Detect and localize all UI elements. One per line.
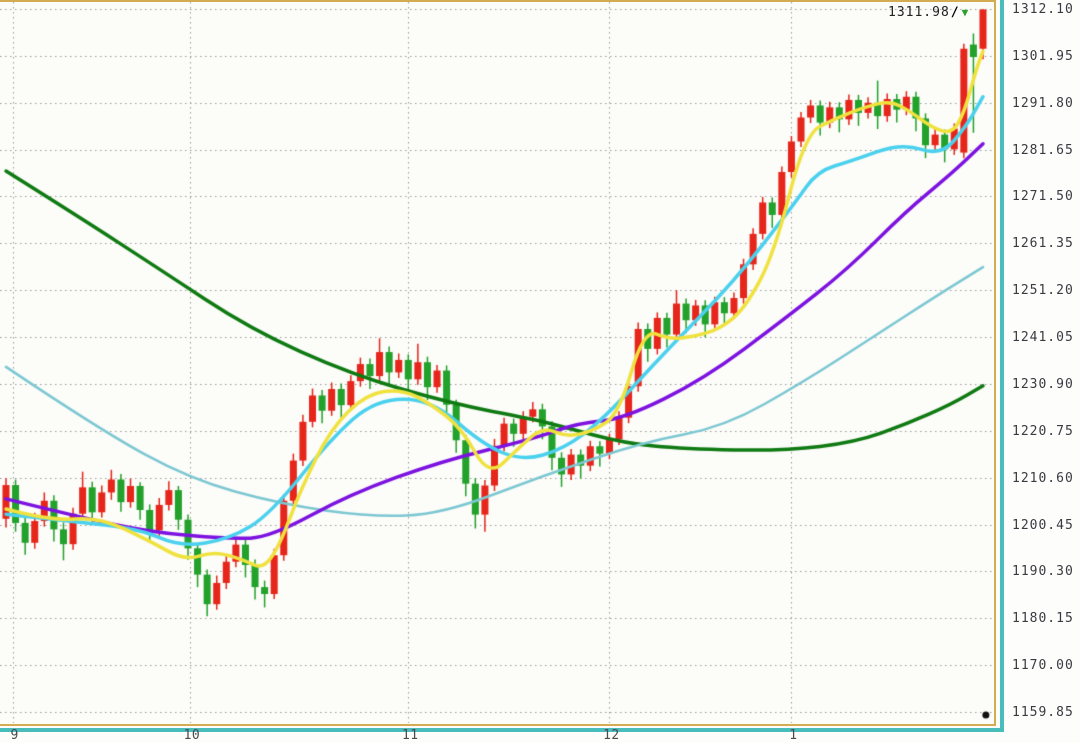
time-axis: 9 10 11 12 1 (0, 727, 1004, 743)
price-axis-label: 1312.10 (1012, 2, 1074, 17)
time-axis-label: 9 (10, 728, 19, 743)
price-axis-label: 1200.45 (1012, 517, 1074, 533)
candlestick-canvas[interactable] (0, 2, 993, 723)
price-axis-label: 1180.15 (1012, 611, 1074, 627)
price-axis: 1312.10 1301.95 1291.80 1281.65 1271.50 1261.… (1010, 0, 1080, 743)
price-axis-label: 1210.60 (1012, 470, 1074, 486)
price-axis-label: 1159.85 (1012, 705, 1074, 720)
right-border-teal (1000, 0, 1004, 732)
time-axis-label: 10 (183, 728, 201, 743)
time-axis-label: 12 (603, 728, 620, 743)
price-axis-label: 1281.65 (1012, 142, 1074, 158)
price-axis-label: 1230.90 (1012, 376, 1074, 392)
current-price-label: 1311.98∕ ▼ (888, 5, 969, 20)
time-axis-label: 11 (401, 728, 419, 743)
price-axis-label: 1261.35 (1012, 236, 1074, 252)
price-value: 1311.98 (888, 5, 950, 20)
price-axis-label: 1291.80 (1012, 95, 1074, 111)
price-axis-label: 1271.50 (1012, 189, 1074, 205)
price-down-triangle-icon: ▼ (961, 6, 970, 19)
annotation-slash: ∕ (950, 5, 960, 20)
price-axis-label: 1301.95 (1012, 48, 1074, 64)
price-axis-label: 1220.75 (1012, 423, 1074, 439)
price-axis-label: 1251.20 (1012, 283, 1074, 299)
price-axis-label: 1190.30 (1012, 564, 1074, 580)
time-axis-label: 1 (789, 728, 798, 743)
price-axis-label: 1170.00 (1012, 658, 1074, 674)
price-axis-label: 1241.05 (1012, 330, 1074, 346)
bottom-border-teal (0, 728, 1004, 732)
price-chart-panel[interactable] (0, 0, 996, 726)
